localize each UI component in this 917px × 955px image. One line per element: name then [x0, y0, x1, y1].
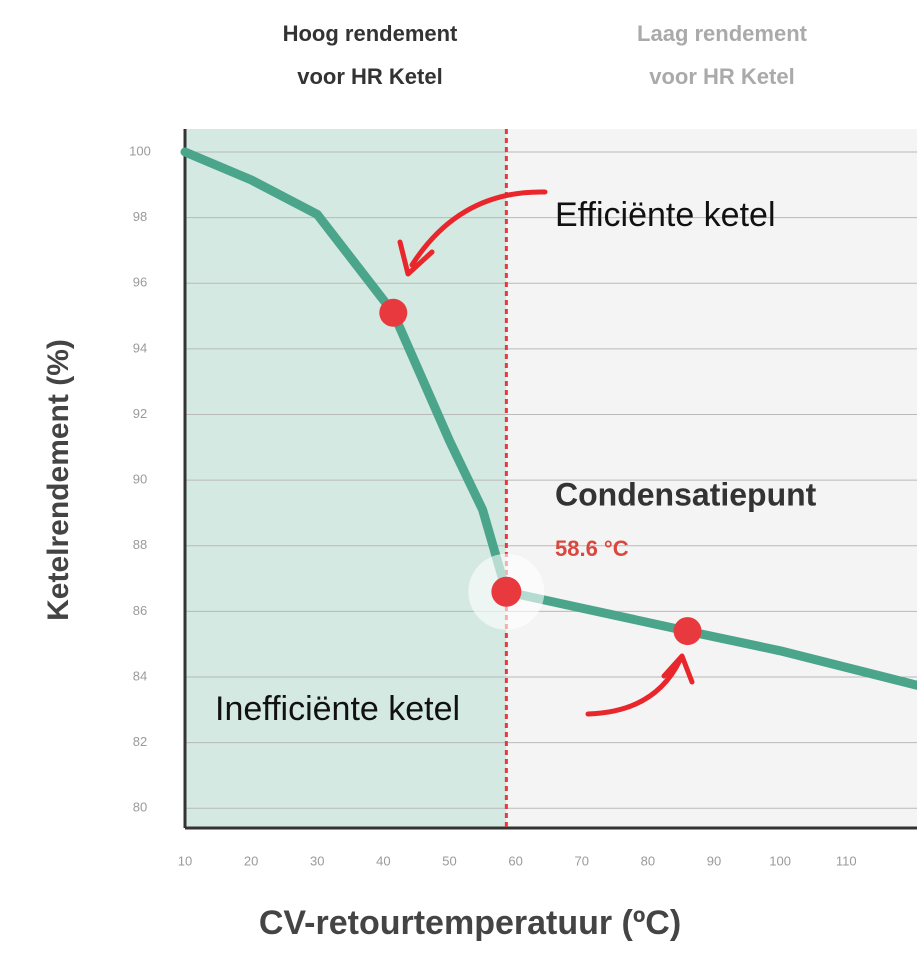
x-tick-label: 10 — [178, 853, 192, 868]
x-tick-label: 30 — [310, 853, 324, 868]
x-tick-label: 100 — [769, 853, 791, 868]
condensation-point — [491, 576, 522, 607]
y-tick-label: 100 — [129, 143, 151, 158]
grid: 80 82 84 86 88 90 92 94 96 98 100 10 20 30 40 50 60 70 80 9… — [129, 129, 917, 868]
x-tick-label: 80 — [641, 853, 655, 868]
x-tick-label: 90 — [707, 853, 721, 868]
y-tick-label: 84 — [133, 668, 147, 683]
line — [180, 147, 917, 690]
annotation: 58.6 °C — [555, 536, 629, 561]
y-tick-label: 96 — [133, 275, 147, 290]
x-tick-label: 50 — [442, 853, 456, 868]
y-axis-label: Ketelrendement (%) — [42, 339, 75, 621]
arrow-head — [661, 653, 695, 685]
x-axis-label: CV-retourtemperatuur (ºC) — [259, 904, 681, 942]
x-tick-label: 110 — [836, 853, 857, 868]
x-tick-label: 20 — [244, 853, 258, 868]
plot — [180, 129, 917, 828]
x-tick-label: 70 — [575, 853, 589, 868]
x-tick-label: 40 — [376, 853, 390, 868]
arrow — [585, 657, 683, 717]
y-tick-label: 98 — [133, 209, 147, 224]
header-left: voor HR Ketel — [297, 64, 442, 89]
y-tick-label: 88 — [133, 537, 147, 552]
point — [379, 298, 408, 327]
region-low — [506, 129, 917, 828]
y-tick-label: 90 — [133, 472, 147, 487]
y-tick-label: 94 — [133, 340, 147, 355]
point — [673, 617, 702, 646]
header-right: Laag rendement — [637, 21, 808, 46]
y-tick-label: 80 — [133, 800, 147, 815]
y-tick-label: 86 — [133, 603, 147, 618]
header-left: Hoog rendement — [283, 21, 458, 46]
arrow-head — [397, 239, 435, 277]
annotation: Condensatiepunt — [555, 476, 817, 512]
annotation: Efficiënte ketel — [555, 196, 776, 234]
y-tick-label: 82 — [133, 734, 147, 749]
x-tick-label: 60 — [508, 853, 522, 868]
y-tick-label: 92 — [133, 406, 147, 421]
annotation: Inefficiënte ketel — [215, 690, 460, 728]
header-right: voor HR Ketel — [649, 64, 794, 89]
arrow — [409, 189, 548, 268]
